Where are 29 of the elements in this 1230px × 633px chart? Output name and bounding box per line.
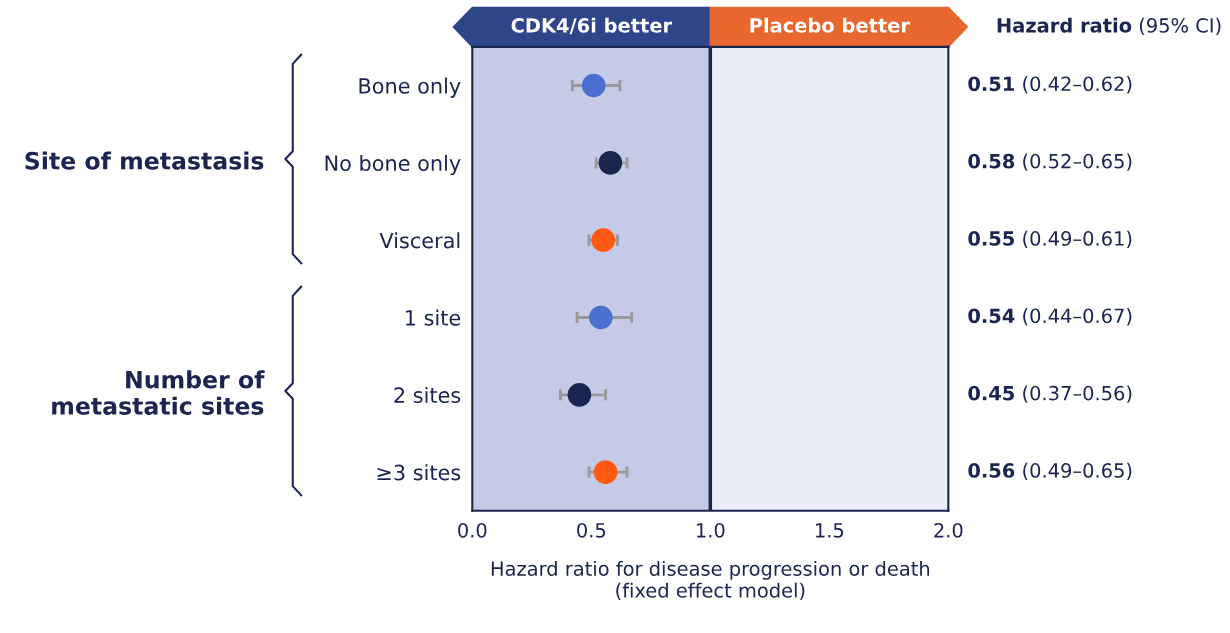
- text: Hazard ratio (95% CI): [997, 17, 1221, 36]
- data-label: 0.51 (0.42–0.62): [968, 76, 1132, 94]
- y-tick-label: Bone only: [359, 77, 461, 98]
- x-tick-label: 1.0: [697, 522, 725, 538]
- y-tick-label: ≥3 sites: [377, 464, 461, 481]
- x-tick-label: 1.5: [816, 523, 844, 538]
- y-tick-label: No bone only: [325, 154, 461, 176]
- data-label: 0.54 (0.44–0.67): [968, 308, 1132, 326]
- x-tick-label: 0.0: [458, 522, 487, 538]
- x-axis-title: Hazard ratio for disease progression or death (fixed effect model): [491, 560, 930, 601]
- x-tick-label: 0.5: [577, 522, 606, 538]
- data-label: 0.58 (0.52–0.65): [968, 153, 1132, 171]
- y-tick-label: Visceral: [379, 232, 460, 249]
- point: [598, 151, 623, 175]
- y-tick-label: 2 sites: [394, 386, 461, 404]
- point: [593, 460, 618, 484]
- data-label: 0.45 (0.37–0.56): [968, 385, 1132, 403]
- point: [567, 383, 592, 407]
- point: [581, 73, 606, 98]
- data-label: 0.55 (0.49–0.61): [968, 230, 1132, 249]
- text: Placebo better: [750, 17, 910, 33]
- text: Number of metastatic sites: [52, 370, 265, 415]
- text: CDK4/6i better: [511, 17, 673, 35]
- text: Site of metastasis: [25, 151, 264, 170]
- y-tick-label: 1 site: [405, 309, 461, 326]
- point: [589, 305, 613, 330]
- data-label: 0.56 (0.49–0.65): [968, 462, 1132, 481]
- point: [591, 228, 616, 252]
- x-tick-label: 2.0: [934, 522, 963, 538]
